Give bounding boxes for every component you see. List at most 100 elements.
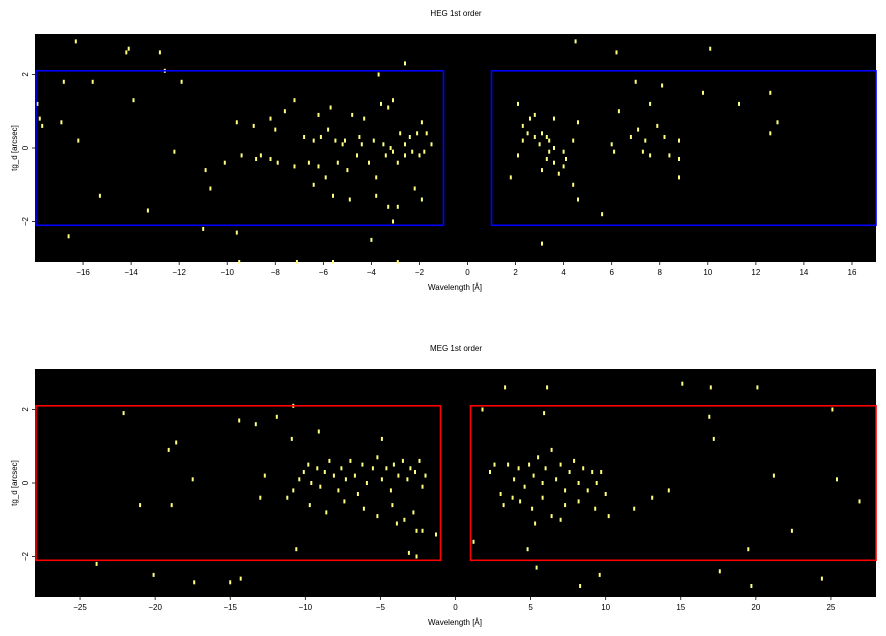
- meg-event-53: [409, 466, 412, 471]
- heg-event-16: [60, 120, 63, 125]
- heg-x-tick-label: 0: [465, 268, 470, 277]
- meg-event-44: [371, 466, 374, 471]
- heg-x-tick-label: 8: [658, 268, 663, 277]
- meg-event-32: [319, 484, 322, 489]
- heg-event-13: [91, 79, 94, 84]
- meg-event-126: [718, 569, 721, 574]
- heg-event-75: [360, 142, 363, 147]
- meg-event-41: [356, 492, 359, 496]
- heg-event-128: [545, 157, 548, 161]
- meg-event-110: [577, 499, 580, 504]
- meg-x-tick-label: 20: [751, 603, 760, 612]
- heg-event-14: [180, 79, 183, 84]
- heg-event-118: [562, 149, 565, 154]
- heg-event-55: [293, 164, 296, 169]
- heg-x-tick-label: 12: [751, 268, 760, 277]
- heg-event-47: [204, 168, 207, 173]
- heg-event-87: [235, 230, 238, 235]
- heg-event-59: [336, 160, 339, 165]
- heg-event-133: [649, 153, 652, 158]
- meg-event-43: [365, 481, 368, 485]
- heg-event-120: [629, 135, 632, 139]
- heg-event-82: [413, 186, 416, 191]
- meg-event-28: [302, 470, 305, 474]
- meg-event-22: [170, 503, 173, 508]
- heg-event-73: [389, 146, 392, 150]
- meg-event-30: [310, 481, 313, 485]
- meg-y-ticks: −2 0 2: [21, 407, 35, 561]
- heg-event-19: [235, 120, 238, 125]
- meg-event-114: [559, 517, 562, 522]
- heg-event-48: [209, 186, 212, 191]
- heg-x-tick-label: −8: [271, 268, 281, 277]
- meg-event-86: [532, 473, 535, 478]
- heg-x-tick-label: 2: [513, 268, 518, 277]
- heg-x-ticks: −16 −14 −12 −10 −8 −6 −4 −2 0 2 4 6 8 10 12 14 16: [76, 262, 857, 277]
- meg-event-118: [858, 499, 861, 504]
- meg-event-70: [415, 554, 418, 559]
- heg-event-28: [334, 138, 337, 143]
- heg-event-65: [392, 149, 394, 154]
- heg-event-143: [601, 212, 604, 217]
- meg-event-59: [325, 510, 328, 515]
- meg-panel: MEG 1st order −25 −20 −15 −10 −5 0 5 10 15 20 25 −…: [10, 344, 877, 627]
- heg-event-80: [387, 204, 390, 209]
- meg-event-116: [651, 495, 654, 500]
- meg-event-63: [391, 503, 394, 508]
- heg-event-78: [348, 197, 351, 202]
- heg-events: [36, 39, 779, 264]
- heg-event-105: [617, 109, 620, 114]
- heg-event-7: [574, 39, 577, 44]
- meg-event-31: [316, 466, 319, 471]
- heg-event-72: [382, 142, 385, 147]
- meg-event-1: [167, 447, 170, 452]
- meg-event-109: [564, 503, 567, 508]
- meg-event-104: [511, 495, 514, 500]
- meg-event-8: [317, 429, 320, 434]
- meg-event-15: [709, 385, 712, 390]
- heg-event-33: [372, 138, 375, 143]
- meg-event-93: [564, 488, 567, 493]
- meg-x-tick-label: 15: [676, 603, 685, 612]
- heg-event-92: [332, 260, 334, 264]
- meg-x-tick-label: −25: [73, 603, 87, 612]
- heg-event-69: [418, 153, 421, 158]
- meg-event-13: [543, 411, 546, 416]
- heg-x-tick-label: −2: [415, 268, 425, 277]
- heg-plot-background: [35, 34, 876, 262]
- meg-event-21: [191, 477, 194, 482]
- heg-event-40: [416, 131, 419, 136]
- heg-event-94: [396, 260, 399, 264]
- meg-event-54: [414, 470, 416, 474]
- meg-event-117: [667, 488, 670, 493]
- meg-event-108: [550, 514, 553, 519]
- meg-event-78: [489, 470, 491, 474]
- heg-event-31: [358, 135, 361, 139]
- heg-event-44: [329, 105, 332, 110]
- meg-event-125: [598, 572, 601, 577]
- meg-event-50: [397, 473, 400, 478]
- meg-event-45: [376, 455, 379, 460]
- meg-event-49: [392, 462, 395, 467]
- meg-event-62: [376, 514, 379, 519]
- heg-event-39: [408, 135, 411, 139]
- meg-event-20: [139, 503, 142, 508]
- heg-event-86: [202, 226, 205, 231]
- meg-event-113: [534, 521, 537, 526]
- heg-x-tick-label: 16: [848, 268, 857, 277]
- heg-title: HEG 1st order: [430, 9, 481, 18]
- heg-event-30: [351, 112, 354, 117]
- heg-event-45: [317, 112, 320, 117]
- heg-event-29: [341, 142, 344, 147]
- heg-event-64: [384, 153, 387, 158]
- heg-event-12: [62, 79, 65, 84]
- meg-event-10: [481, 407, 484, 412]
- heg-event-137: [509, 175, 512, 180]
- meg-regions: [35, 404, 877, 562]
- heg-event-6: [404, 61, 406, 66]
- heg-event-96: [521, 123, 524, 128]
- meg-plot-background: [35, 369, 876, 597]
- meg-x-axis-label: Wavelength [Å]: [428, 618, 482, 627]
- meg-event-85: [528, 462, 531, 467]
- meg-event-119: [836, 477, 838, 482]
